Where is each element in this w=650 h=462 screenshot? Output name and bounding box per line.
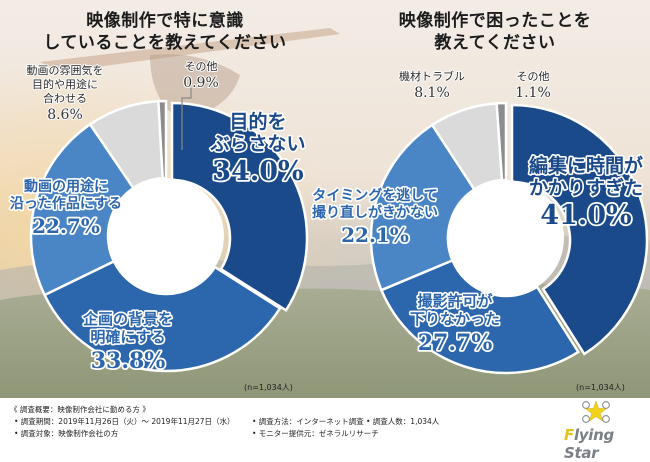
- slice-label-text: 動画の雰囲気を: [27, 63, 104, 77]
- slice-label-text: 明確にする: [90, 328, 165, 346]
- footer: [0, 398, 650, 450]
- slice-label-text: 目的を: [229, 110, 286, 133]
- slice-label-text: 合わせる: [43, 91, 87, 105]
- sample-size-right: (n=1,034人): [576, 383, 625, 392]
- survey-provider: • モニター提供元：ゼネラルリサーチ: [252, 429, 379, 438]
- slice-label-text: 撮影許可が: [417, 292, 493, 310]
- slice-label-text: タイミングを逃して: [312, 187, 438, 204]
- slice-value-text: 0.9%: [183, 75, 219, 91]
- slice-label-text: 編集に時間が: [529, 154, 643, 177]
- slice-label-text: 企画の背景を: [82, 310, 173, 328]
- survey-count: • 調査人数：1,034人: [366, 417, 440, 426]
- slice-label-text: ぶらさない: [209, 133, 305, 155]
- slice-label-text: 機材トラブル: [399, 69, 465, 83]
- leader-line: [181, 88, 192, 150]
- title-line: していることを教えてください: [43, 33, 287, 53]
- slice-label-text: 目的や用途に: [32, 77, 98, 91]
- donut-slice: [170, 101, 309, 313]
- slice-label-text: 動画の用途に: [24, 178, 108, 195]
- survey-method: • 調査方法：インターネット調査: [252, 417, 364, 426]
- drone-star-icon: [582, 400, 610, 423]
- slice-value-text: 22.7%: [32, 214, 100, 238]
- slice-value-text: 22.1%: [341, 223, 409, 247]
- survey-period: • 調査期間：2019年11月26日（火）～ 2019年11月27日（水）: [14, 417, 235, 426]
- slice-value-text: 34.0%: [212, 156, 303, 187]
- slice-label-text: かかりすぎた: [529, 176, 643, 199]
- slice-value-text: 8.6%: [47, 107, 83, 123]
- logo-text: Flying Star: [564, 426, 650, 462]
- title-line: 教えてください: [434, 33, 556, 53]
- donut-hole: [108, 178, 224, 294]
- slice-label-text: その他: [517, 70, 550, 83]
- chart-title-right: 映像制作で困ったことを 教えてください: [350, 10, 640, 54]
- slice-label-text: 撮り直しがきかない: [312, 204, 438, 221]
- slice-label-text: その他: [185, 60, 218, 73]
- slice-label-text: 沿った作品にする: [10, 195, 122, 212]
- slice-label-text: 下りなかった: [410, 310, 500, 328]
- slice-value-text: 8.1%: [414, 85, 450, 101]
- slice-label: その他 1.1%: [514, 69, 552, 102]
- slice-value-text: 41.0%: [540, 200, 631, 231]
- donut-hole: [448, 180, 564, 296]
- title-line: 映像制作で困ったことを: [398, 11, 592, 31]
- slice-label: 機材トラブル 8.1%: [398, 68, 466, 102]
- drone-silhouette: [40, 28, 340, 72]
- sample-size-left: (n=1,034人): [244, 383, 293, 392]
- slice-label: その他 0.9%: [181, 59, 220, 150]
- slice-value-text: 27.7%: [418, 330, 493, 356]
- chart-title-left: 映像制作で特に意識 していることを教えてください: [20, 10, 310, 54]
- logo-letter-f: F: [564, 426, 574, 444]
- survey-heading: 《 調査概要：映像制作会社に勤める方 》: [10, 405, 150, 414]
- slice-value-text: 33.8%: [91, 348, 166, 374]
- slice-value-text: 1.1%: [515, 85, 551, 101]
- title-line: 映像制作で特に意識: [86, 11, 244, 31]
- donut-slice: [510, 103, 649, 356]
- survey-target: • 調査対象：映像制作会社の方: [14, 429, 119, 438]
